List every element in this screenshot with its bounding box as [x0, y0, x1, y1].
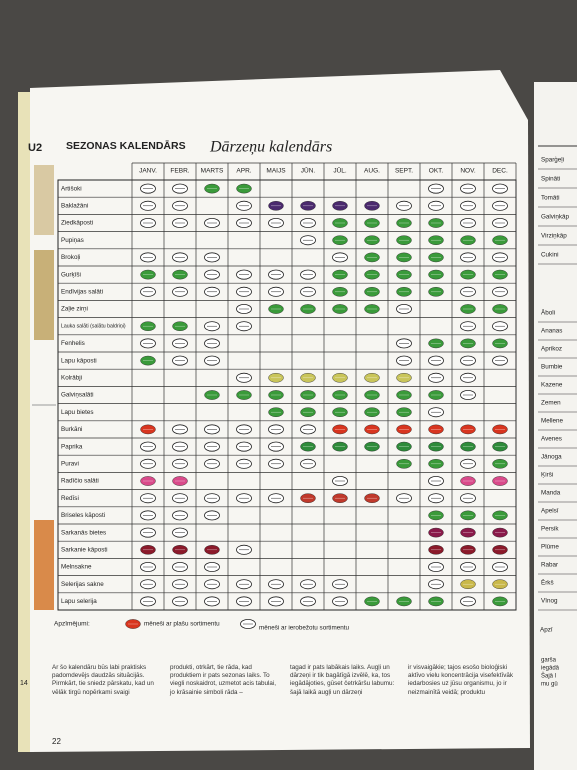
section-mark: U2 — [28, 142, 42, 154]
right-legend-stub: Apzī — [540, 627, 553, 634]
row-label: Burkāni — [61, 426, 82, 433]
right-text-stub: iegādā — [541, 666, 560, 672]
month-label: MARTS — [201, 168, 224, 175]
row-label: Radīčio salāti — [61, 478, 99, 485]
right-row-label: Manda — [541, 490, 561, 497]
row-label: Gurķīši — [61, 271, 81, 278]
photo-thumb — [34, 520, 54, 610]
right-row-label: Plūme — [541, 544, 559, 551]
row-label: Fenhelis — [61, 340, 85, 347]
month-label: JŪL. — [333, 167, 347, 175]
month-label: DEC. — [492, 168, 508, 175]
right-row-label: Persik — [541, 526, 559, 533]
photo-thumb — [34, 250, 54, 340]
legend-label: Apzīmējumi: — [54, 621, 90, 628]
row-label: Zaļie zirņi — [61, 306, 88, 313]
right-row-label: Ananas — [541, 328, 562, 335]
row-label: Pupiņas — [61, 237, 84, 244]
row-label: Puravi — [61, 460, 79, 467]
row-label: Baklažāni — [61, 202, 88, 209]
month-label: JANV. — [139, 168, 157, 175]
right-row-label: Mellene — [541, 418, 564, 425]
right-page — [534, 82, 577, 770]
row-label: Paprika — [61, 443, 83, 450]
right-row-label: Spināti — [541, 176, 560, 183]
row-label: Selerijas sakne — [61, 581, 104, 588]
right-row-label: Bumbie — [541, 364, 563, 371]
legend-full: mēneši ar plašu sortimentu — [144, 621, 220, 628]
right-row-label: Vīnog — [541, 598, 558, 605]
text-column: produkti, otrkārt, tie rāda, kad produkt… — [170, 664, 277, 696]
month-label: JŪN. — [301, 167, 316, 175]
right-row-label: Virziņkāp — [541, 233, 567, 240]
row-label: Sarkanās bietes — [61, 529, 106, 536]
right-text-stub: garša — [541, 658, 557, 664]
month-label: NOV. — [460, 168, 475, 175]
month-label: FEBR. — [170, 168, 189, 175]
row-label: Melnsakne — [61, 564, 92, 571]
photo-thumb — [34, 165, 54, 235]
row-label: Endīvijas salāti — [61, 288, 103, 295]
month-label: SEPT. — [395, 168, 413, 175]
right-row-label: Tomāti — [541, 195, 560, 202]
right-row-label: Apelsī — [541, 508, 559, 515]
text-column: ir visvaigākie; tajos esošo bioloģiski a… — [408, 664, 513, 696]
row-label: Kolrābji — [61, 374, 82, 381]
right-row-label: Ērkš — [541, 579, 554, 587]
row-label: Ziedkāposti — [61, 220, 93, 227]
right-row-label: Avenes — [541, 436, 562, 443]
right-text-stub: mu gū — [541, 682, 558, 688]
text-column: Ar šo kalendāru būs labi praktisks padom… — [52, 664, 154, 696]
row-label: Galviņsalāti — [61, 392, 94, 399]
row-label: Lapu bietes — [61, 409, 94, 416]
right-row-label: Kazene — [541, 382, 563, 389]
row-label: Brokoļi — [61, 254, 80, 261]
row-label: Briseles kāposti — [61, 512, 105, 519]
row-label: Lauka salāti (salātu baldriņi) — [61, 324, 126, 330]
heading: SEZONAS KALENDĀRS — [66, 140, 186, 152]
right-row-label: Rabar — [541, 562, 558, 569]
row-label: Artišoki — [61, 185, 82, 192]
page-number: 22 — [52, 737, 61, 746]
legend-limited: mēneši ar ierobežotu sortimentu — [259, 625, 349, 632]
month-label: MAIJS — [266, 168, 286, 175]
row-label: Lapu kāposti — [61, 357, 97, 364]
text-column: tagad ir pats labākais laiks. Augļi un d… — [290, 664, 395, 696]
right-text-stub: Šajā l — [541, 673, 556, 680]
right-row-label: Aprikoz — [541, 346, 562, 353]
month-label: AUG. — [364, 168, 380, 175]
row-label: Lapu selerija — [61, 598, 97, 605]
page-number: 14 — [20, 680, 28, 687]
title: Dārzeņu kalendārs — [209, 139, 332, 156]
month-label: APR. — [236, 168, 251, 175]
right-row-label: Zemen — [541, 400, 561, 407]
month-label: OKT. — [429, 168, 444, 175]
right-row-label: Āboli — [541, 309, 555, 317]
right-row-label: Cukini — [541, 252, 559, 259]
right-row-label: Jānoga — [541, 454, 562, 461]
right-row-label: Sparģeļi — [541, 156, 564, 164]
row-label: Sarkanie kāposti — [61, 546, 108, 553]
right-row-label: Ķirši — [541, 472, 553, 479]
row-label: Redīsi — [61, 495, 79, 502]
right-row-label: Galviņkāp — [541, 214, 569, 221]
